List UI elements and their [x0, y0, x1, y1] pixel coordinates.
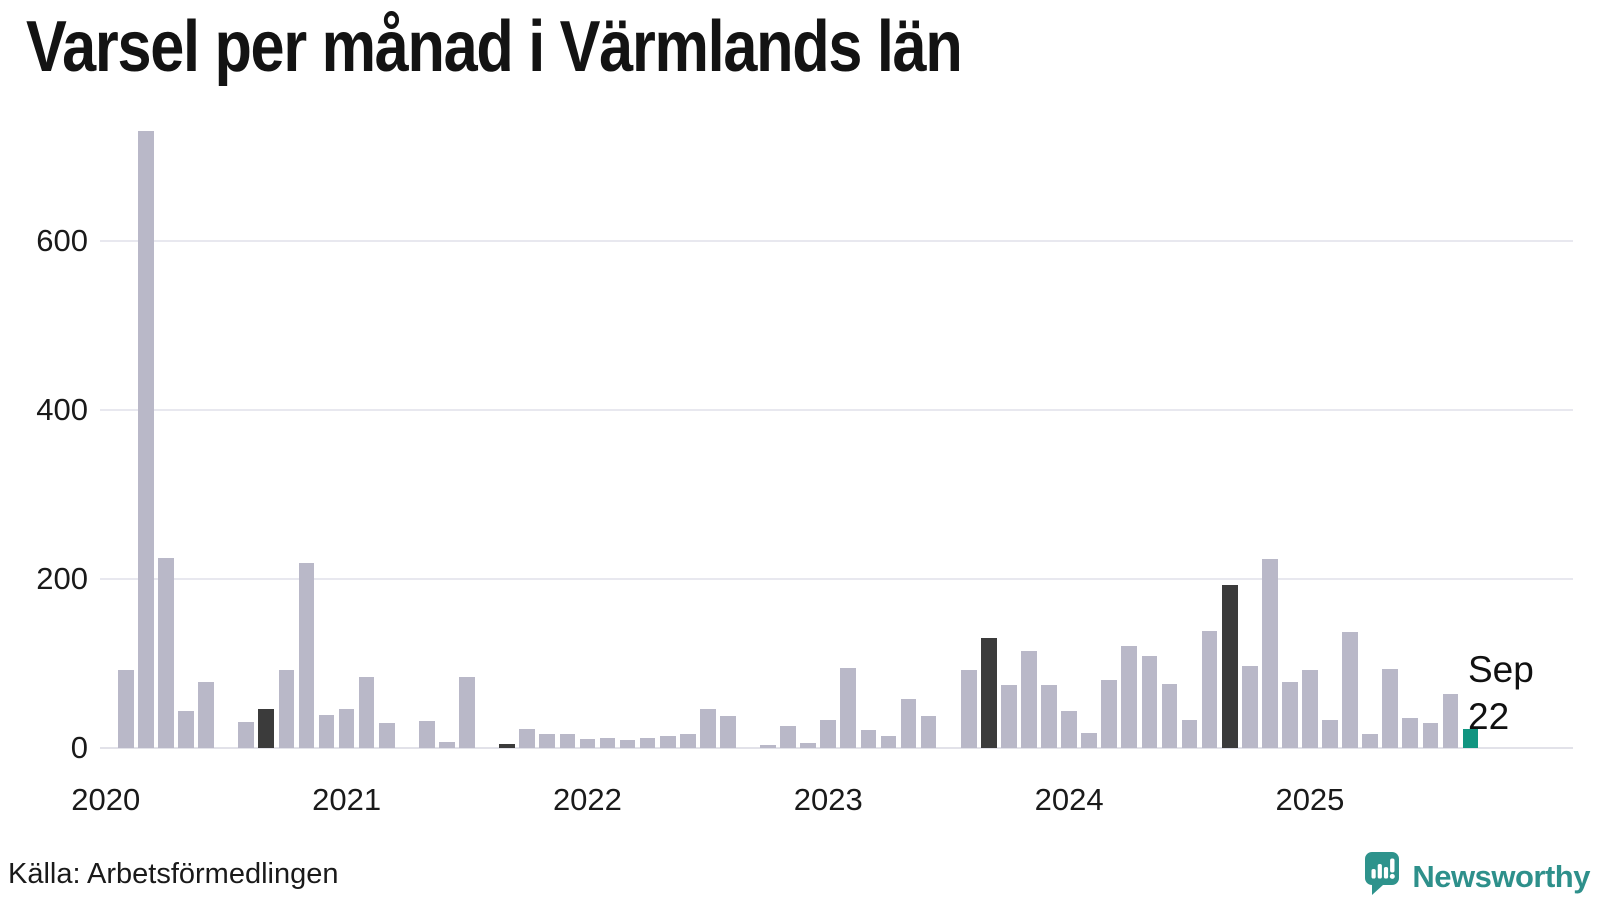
newsworthy-logo: Newsworthy — [1365, 852, 1590, 900]
gridline-y400 — [100, 409, 1573, 411]
chart-bar-2022-03 — [619, 740, 636, 748]
chart-bar-2024-08 — [1201, 631, 1218, 748]
chart-bar-2020-11 — [298, 562, 315, 748]
chart-bar-2021-07 — [459, 677, 475, 748]
chart-bar-2023-10 — [1001, 685, 1017, 748]
chart-bar-2021-10 — [519, 729, 536, 748]
x-axis-tick-label-2025: 2025 — [1275, 782, 1345, 817]
x-axis-tick-label-2024: 2024 — [1034, 782, 1104, 817]
y-axis-tick-label: 0 — [70, 730, 88, 765]
chart-title: Varsel per månad i Värmlands län — [26, 7, 963, 87]
chart-bar-2022-04 — [639, 737, 656, 748]
chart-bar-2023-03 — [860, 730, 877, 748]
chart-bar-2024-06 — [1161, 683, 1178, 748]
chart-bar-2025-07 — [1422, 722, 1439, 748]
y-axis-tick-label: 600 — [36, 223, 88, 258]
chart-bar-2023-06 — [920, 715, 937, 748]
chart-bar-2021-11 — [539, 734, 556, 748]
chart-bar-2021-05 — [419, 720, 435, 748]
chart-bar-2022-05 — [659, 736, 676, 748]
chart-bar-2020-09-september — [258, 709, 275, 748]
chart-bar-2023-08 — [960, 670, 977, 748]
chart-bar-2024-04 — [1121, 645, 1138, 748]
chart-bar-2020-03 — [138, 131, 154, 748]
chart-bar-2022-08 — [720, 715, 736, 748]
chart-bar-2020-10 — [278, 670, 295, 748]
chart-bar-2023-02 — [840, 667, 857, 748]
x-axis-tick-label-2022: 2022 — [552, 782, 622, 817]
x-axis-tick-label-2020: 2020 — [71, 782, 141, 817]
chart-bar-2023-09-september — [980, 638, 997, 748]
chart-bar-2025-02 — [1322, 720, 1338, 748]
annotation-month: Sep — [1468, 649, 1534, 690]
chart-bar-2022-02 — [599, 737, 616, 748]
newsworthy-logo-text: Newsworthy — [1412, 858, 1590, 894]
chart-bar-2024-07 — [1181, 720, 1198, 748]
chart-bar-2025-06 — [1402, 717, 1419, 748]
y-axis-tick-label: 200 — [36, 561, 88, 596]
newsworthy-logo-icon — [1365, 852, 1400, 900]
chart-bar-2024-03 — [1101, 680, 1118, 748]
chart-bar-2024-11 — [1261, 558, 1278, 748]
source-note: Källa: Arbetsförmedlingen — [8, 858, 339, 890]
chart-bar-2020-05 — [178, 710, 194, 748]
chart-bar-2025-05 — [1382, 669, 1399, 748]
chart-bar-2023-01 — [820, 720, 837, 748]
chart-bar-2022-11 — [780, 726, 796, 748]
chart-bar-2024-12 — [1282, 682, 1298, 748]
chart-bar-2023-04 — [880, 736, 897, 748]
y-axis-tick-label: 400 — [36, 392, 88, 427]
chart-bar-2021-02 — [358, 677, 375, 748]
x-axis-tick-label-2023: 2023 — [793, 782, 863, 817]
chart-bar-2020-12 — [318, 715, 335, 748]
chart-bar-2024-10 — [1241, 666, 1258, 748]
x-axis-tick-label-2021: 2021 — [312, 782, 382, 817]
chart-bar-2021-06 — [439, 742, 455, 748]
chart-bar-2023-11 — [1021, 650, 1037, 748]
chart-bar-2024-01 — [1061, 710, 1077, 748]
gridline-y600 — [100, 240, 1573, 242]
chart-bar-2021-03 — [378, 723, 395, 748]
chart-bar-2024-05 — [1141, 655, 1158, 748]
chart-bar-2024-02 — [1081, 732, 1098, 748]
chart-bar-2020-04 — [158, 557, 174, 748]
chart-bar-2020-02 — [117, 670, 134, 748]
chart-bar-2022-12 — [800, 742, 817, 748]
chart-bar-2025-04 — [1362, 733, 1378, 748]
chart-bar-2025-08 — [1442, 693, 1459, 748]
last-point-annotation: Sep 22 — [1468, 646, 1534, 740]
chart-bar-2021-09-september — [499, 743, 515, 748]
annotation-value: 22 — [1468, 696, 1510, 737]
chart-bar-2020-06 — [198, 682, 214, 748]
chart-bar-2025-09-current — [1462, 729, 1479, 748]
chart-bar-2025-01 — [1302, 670, 1318, 748]
chart-bar-2020-08 — [238, 721, 255, 748]
chart-bar-2023-12 — [1041, 684, 1057, 748]
chart-bar-2022-10 — [760, 744, 776, 748]
chart-bar-2021-01 — [338, 709, 355, 748]
chart-bar-2021-12 — [559, 734, 576, 748]
gridline-y200 — [100, 578, 1573, 580]
chart-bar-2022-07 — [700, 709, 716, 748]
chart-bar-2025-03 — [1342, 632, 1358, 748]
chart-bar-2022-01 — [579, 738, 596, 748]
chart-bar-2024-09-september — [1221, 584, 1238, 748]
chart-bar-2022-06 — [679, 734, 696, 748]
chart-bar-2023-05 — [900, 698, 917, 748]
x-axis-line — [100, 747, 1573, 749]
